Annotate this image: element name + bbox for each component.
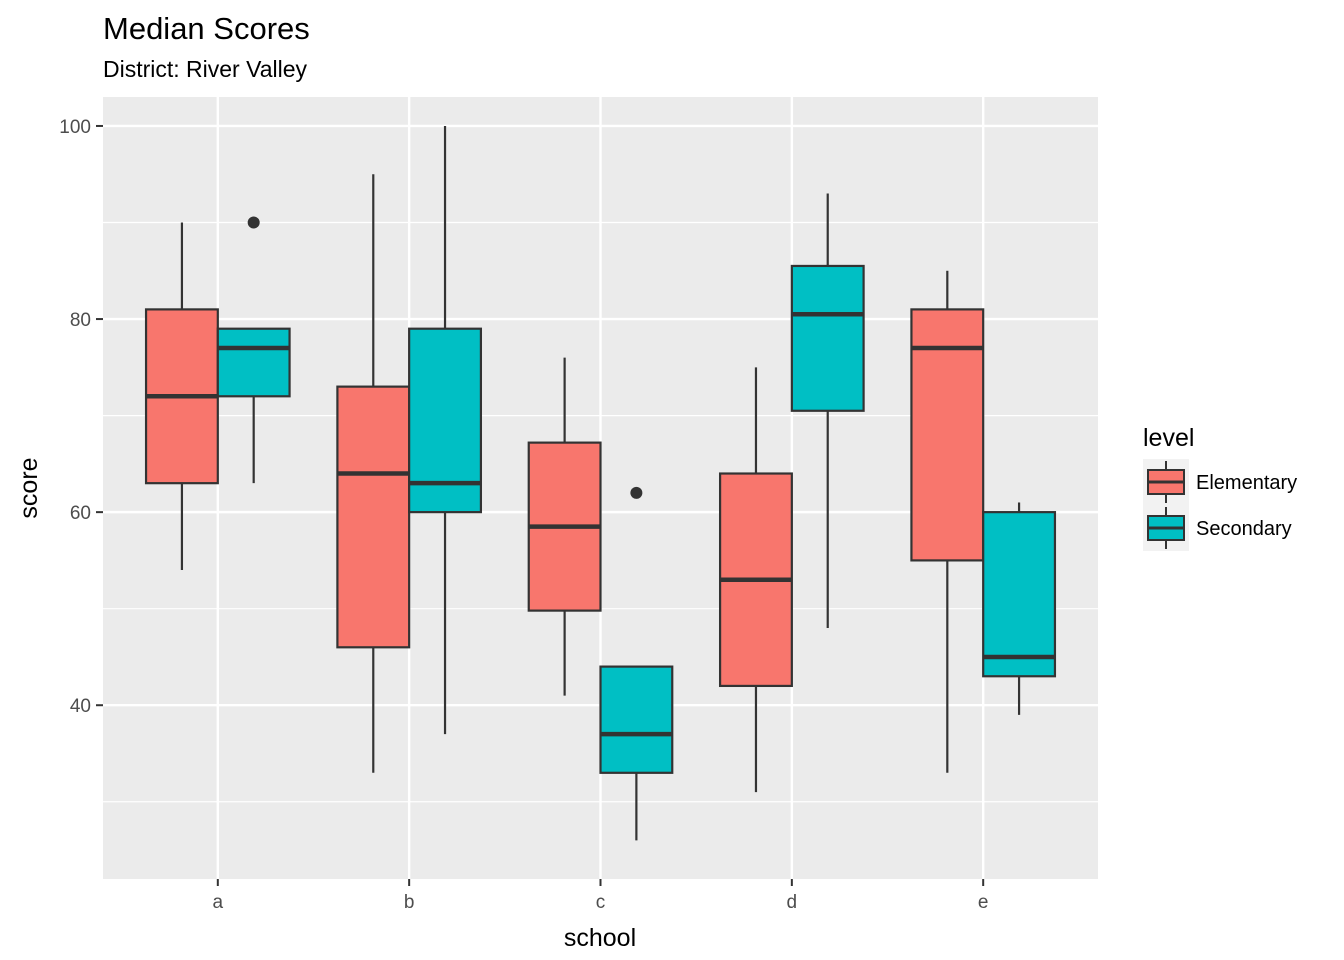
y-tick-label: 80	[70, 310, 91, 331]
box-secondary-b	[408, 125, 483, 735]
legend-title: level	[1143, 424, 1194, 452]
legend: level Elementary Secondary	[1143, 424, 1297, 551]
legend-item-secondary: Secondary	[1143, 505, 1292, 551]
boxes	[144, 125, 1057, 841]
x-tick-label: d	[787, 892, 798, 913]
box-elementary-b	[336, 174, 411, 773]
box-iqr	[982, 511, 1057, 678]
box-secondary-a	[216, 216, 291, 484]
legend-label: Elementary	[1196, 472, 1297, 494]
box-iqr	[216, 327, 291, 398]
box-elementary-d	[718, 367, 793, 793]
y-tick-label: 40	[70, 696, 91, 717]
box-iqr	[790, 264, 865, 412]
legend-item-elementary: Elementary	[1143, 459, 1297, 505]
y-tick-label: 60	[70, 503, 91, 524]
x-tick-label: b	[404, 892, 415, 913]
outlier-point	[630, 486, 643, 499]
box-iqr	[910, 308, 985, 562]
box-elementary-e	[910, 270, 985, 773]
outlier-point	[247, 216, 260, 229]
box-iqr	[336, 385, 411, 649]
chart-subtitle: District: River Valley	[103, 56, 308, 82]
box-secondary-d	[790, 193, 865, 628]
box-iqr	[599, 665, 674, 774]
x-axis-title: school	[564, 924, 636, 952]
x-tick-label: e	[978, 892, 989, 913]
x-axis: a b c d e	[213, 879, 989, 913]
y-axis: 40 60 80 100	[59, 117, 103, 717]
x-tick-label: a	[213, 892, 224, 913]
chart-title: Median Scores	[103, 11, 310, 46]
y-tick-label: 100	[59, 117, 91, 138]
box-secondary-e	[982, 502, 1057, 715]
box-secondary-c	[599, 486, 674, 841]
box-elementary-a	[144, 222, 219, 571]
y-axis-title: score	[15, 457, 43, 518]
x-tick-label: c	[596, 892, 606, 913]
legend-label: Secondary	[1196, 518, 1292, 540]
box-elementary-c	[527, 357, 602, 696]
